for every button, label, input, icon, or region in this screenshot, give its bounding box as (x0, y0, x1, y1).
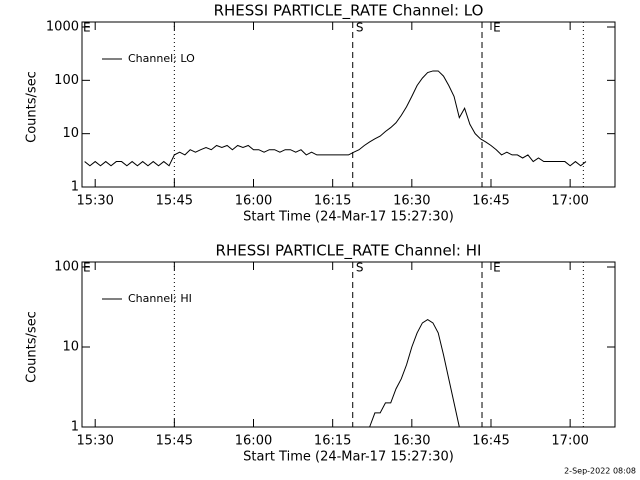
series-line (84, 70, 587, 167)
chart-title: RHESSI PARTICLE_RATE Channel: HI (216, 242, 482, 261)
y-tick-label: 1000 (46, 20, 79, 35)
annotation: S (356, 261, 364, 275)
x-tick-label: 16:45 (472, 434, 509, 449)
x-tick-label: 17:00 (551, 194, 588, 209)
x-tick-label: 16:15 (314, 194, 351, 209)
x-tick-label: 16:45 (472, 194, 509, 209)
x-tick-label: 15:30 (76, 194, 113, 209)
x-tick-label: 15:45 (156, 194, 193, 209)
x-tick-label: 16:15 (314, 434, 351, 449)
x-tick-label: 16:00 (235, 434, 272, 449)
annotation: E (83, 21, 91, 35)
x-tick-label: 16:30 (393, 194, 430, 209)
legend-label: Channel: HI (128, 292, 192, 305)
y-tick-label: 100 (54, 260, 79, 275)
x-tick-label: 16:00 (235, 194, 272, 209)
legend-label: Channel: LO (128, 52, 195, 65)
x-tick-label: 17:00 (551, 434, 588, 449)
y-tick-label: 10 (62, 126, 79, 141)
annotation: S (356, 21, 364, 35)
series-line (369, 319, 460, 428)
annotation: E (83, 261, 91, 275)
annotation: E (493, 261, 501, 275)
x-tick-label: 15:45 (156, 434, 193, 449)
chart-title: RHESSI PARTICLE_RATE Channel: LO (214, 2, 484, 21)
y-tick-label: 1 (71, 420, 79, 435)
x-axis-label: Start Time (24-Mar-17 15:27:30) (243, 210, 454, 225)
y-tick-label: 1 (71, 180, 79, 195)
plot-frame (81, 261, 616, 428)
plot-frame (81, 21, 616, 188)
y-axis-label: Counts/sec (25, 311, 40, 383)
y-tick-label: 10 (62, 340, 79, 355)
footer: 2-Sep-2022 08:08 (564, 467, 636, 476)
x-tick-label: 15:30 (76, 434, 113, 449)
x-tick-label: 16:30 (393, 434, 430, 449)
y-tick-label: 100 (54, 73, 79, 88)
x-axis-label: Start Time (24-Mar-17 15:27:30) (243, 450, 454, 465)
annotation: E (493, 21, 501, 35)
y-axis-label: Counts/sec (25, 71, 40, 143)
